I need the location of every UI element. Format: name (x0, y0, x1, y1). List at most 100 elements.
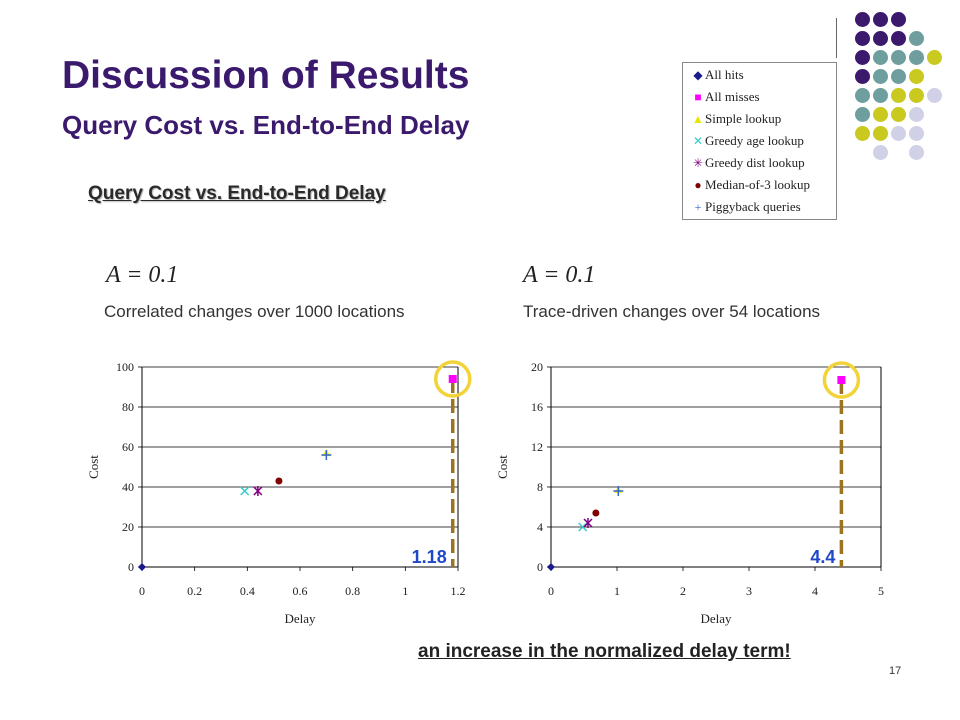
decorative-dot (891, 88, 906, 103)
decorative-dot (855, 12, 870, 27)
x-tick-label: 1 (402, 584, 408, 598)
decorative-dot (909, 69, 924, 84)
median-of-3-lookup-point (592, 509, 600, 517)
x-axis-label: Delay (284, 611, 316, 626)
decorative-dot (891, 12, 906, 27)
decorative-dot (909, 107, 924, 122)
decorative-dot (873, 126, 888, 141)
x-tick-label: 1.2 (451, 584, 466, 598)
y-axis-label: Cost (86, 455, 101, 479)
y-tick-label: 16 (531, 400, 543, 414)
decorative-dot (891, 50, 906, 65)
piggyback-queries-point (321, 450, 332, 460)
chart-legend: ◆ All hits ■ All misses ▲ Simple lookup ✕ Gr… (682, 62, 837, 220)
x-tick-label: 0 (139, 584, 145, 598)
decorative-dot (909, 88, 924, 103)
legend-item-simple-lookup: ▲ Simple lookup (691, 109, 781, 129)
y-tick-label: 8 (537, 480, 543, 494)
x-tick-label: 0.4 (240, 584, 255, 598)
decorative-dot (855, 50, 870, 65)
legend-label: Median-of-3 lookup (705, 177, 811, 192)
bottom-note: an increase in the normalized delay term… (418, 641, 791, 662)
x-tick-label: 2 (680, 584, 686, 598)
slide-title: Discussion of Results (62, 54, 470, 97)
highlight-circle (822, 361, 861, 399)
greedy-age-lookup-point (240, 486, 250, 496)
square-marker-icon: ■ (694, 89, 702, 104)
greedy-dist-lookup-point (583, 518, 593, 528)
circle-marker-icon: ● (694, 177, 702, 192)
decorative-dot (873, 145, 888, 160)
page-number: 17 (889, 665, 902, 677)
left-chart-param: A = 0.1 (106, 262, 179, 288)
decorative-dot (873, 88, 888, 103)
x-stroke (240, 486, 250, 496)
decorative-dot (873, 50, 888, 65)
x-tick-label: 0.2 (187, 584, 202, 598)
highlight-value-label: 1.18 (412, 547, 447, 567)
decorative-dot (873, 69, 888, 84)
left-chart-caption: Correlated changes over 1000 locations (104, 302, 405, 321)
decorative-dot (891, 31, 906, 46)
decorative-dot (855, 88, 870, 103)
decorative-dot (909, 50, 924, 65)
legend-item-greedy-dist-lookup: ✳ Greedy dist lookup (691, 153, 805, 173)
highlight-value-label: 4.4 (810, 547, 835, 567)
greedy-dist-lookup-point (253, 486, 263, 496)
legend-label: Piggyback queries (705, 199, 801, 214)
decorative-dot (855, 31, 870, 46)
x-marker-icon: ✕ (692, 133, 704, 148)
all-hits-point (547, 563, 555, 571)
plus-marker-icon: + (694, 199, 702, 214)
all-misses-point (837, 376, 846, 384)
legend-item-piggyback-queries: + Piggyback queries (691, 197, 801, 217)
legend-label: Simple lookup (705, 111, 782, 126)
x-tick-label: 1 (614, 584, 620, 598)
x-tick-label: 0.8 (345, 584, 360, 598)
legend-item-greedy-age-lookup: ✕ Greedy age lookup (691, 131, 804, 151)
decorative-dot (909, 145, 924, 160)
y-tick-label: 0 (128, 560, 134, 574)
right-chart-caption: Trace-driven changes over 54 locations (523, 302, 821, 321)
x-axis-label: Delay (700, 611, 732, 626)
y-tick-label: 4 (537, 520, 543, 534)
decorative-dot (927, 50, 942, 65)
piggyback-queries-point (613, 486, 624, 496)
y-tick-label: 12 (531, 440, 543, 454)
decorative-divider-line (836, 18, 837, 58)
x-tick-label: 3 (746, 584, 752, 598)
y-tick-label: 80 (122, 400, 134, 414)
legend-label: All misses (705, 89, 760, 104)
decorative-dot (855, 126, 870, 141)
y-tick-label: 100 (116, 360, 134, 374)
diamond-marker-icon: ◆ (693, 67, 703, 82)
legend-label: Greedy dist lookup (705, 155, 805, 170)
legend-item-median-of-3-lookup: ● Median-of-3 lookup (691, 175, 810, 195)
legend-label: Greedy age lookup (705, 133, 804, 148)
y-axis-label: Cost (495, 455, 510, 479)
decorative-dot (873, 107, 888, 122)
all-hits-point (138, 563, 146, 571)
slide-subtitle: Query Cost vs. End-to-End Delay (62, 110, 470, 140)
decorative-dot (891, 126, 906, 141)
decorative-dot (855, 107, 870, 122)
x-tick-label: 0.6 (293, 584, 308, 598)
legend-item-all-misses: ■ All misses (691, 87, 760, 107)
x-tick-label: 0 (548, 584, 554, 598)
y-tick-label: 20 (122, 520, 134, 534)
y-tick-label: 0 (537, 560, 543, 574)
highlight-circle (433, 360, 472, 398)
decorative-dot (873, 12, 888, 27)
x-stroke (578, 522, 588, 532)
decorative-dot (891, 69, 906, 84)
y-tick-label: 20 (531, 360, 543, 374)
section-subheading: Query Cost vs. End-to-End Delay (88, 183, 386, 204)
all-misses-point (448, 375, 457, 383)
legend-item-all-hits: ◆ All hits (691, 65, 743, 85)
greedy-age-lookup-point (578, 522, 588, 532)
x-tick-label: 5 (878, 584, 884, 598)
decorative-dot (891, 107, 906, 122)
y-tick-label: 40 (122, 480, 134, 494)
x-tick-label: 4 (812, 584, 818, 598)
